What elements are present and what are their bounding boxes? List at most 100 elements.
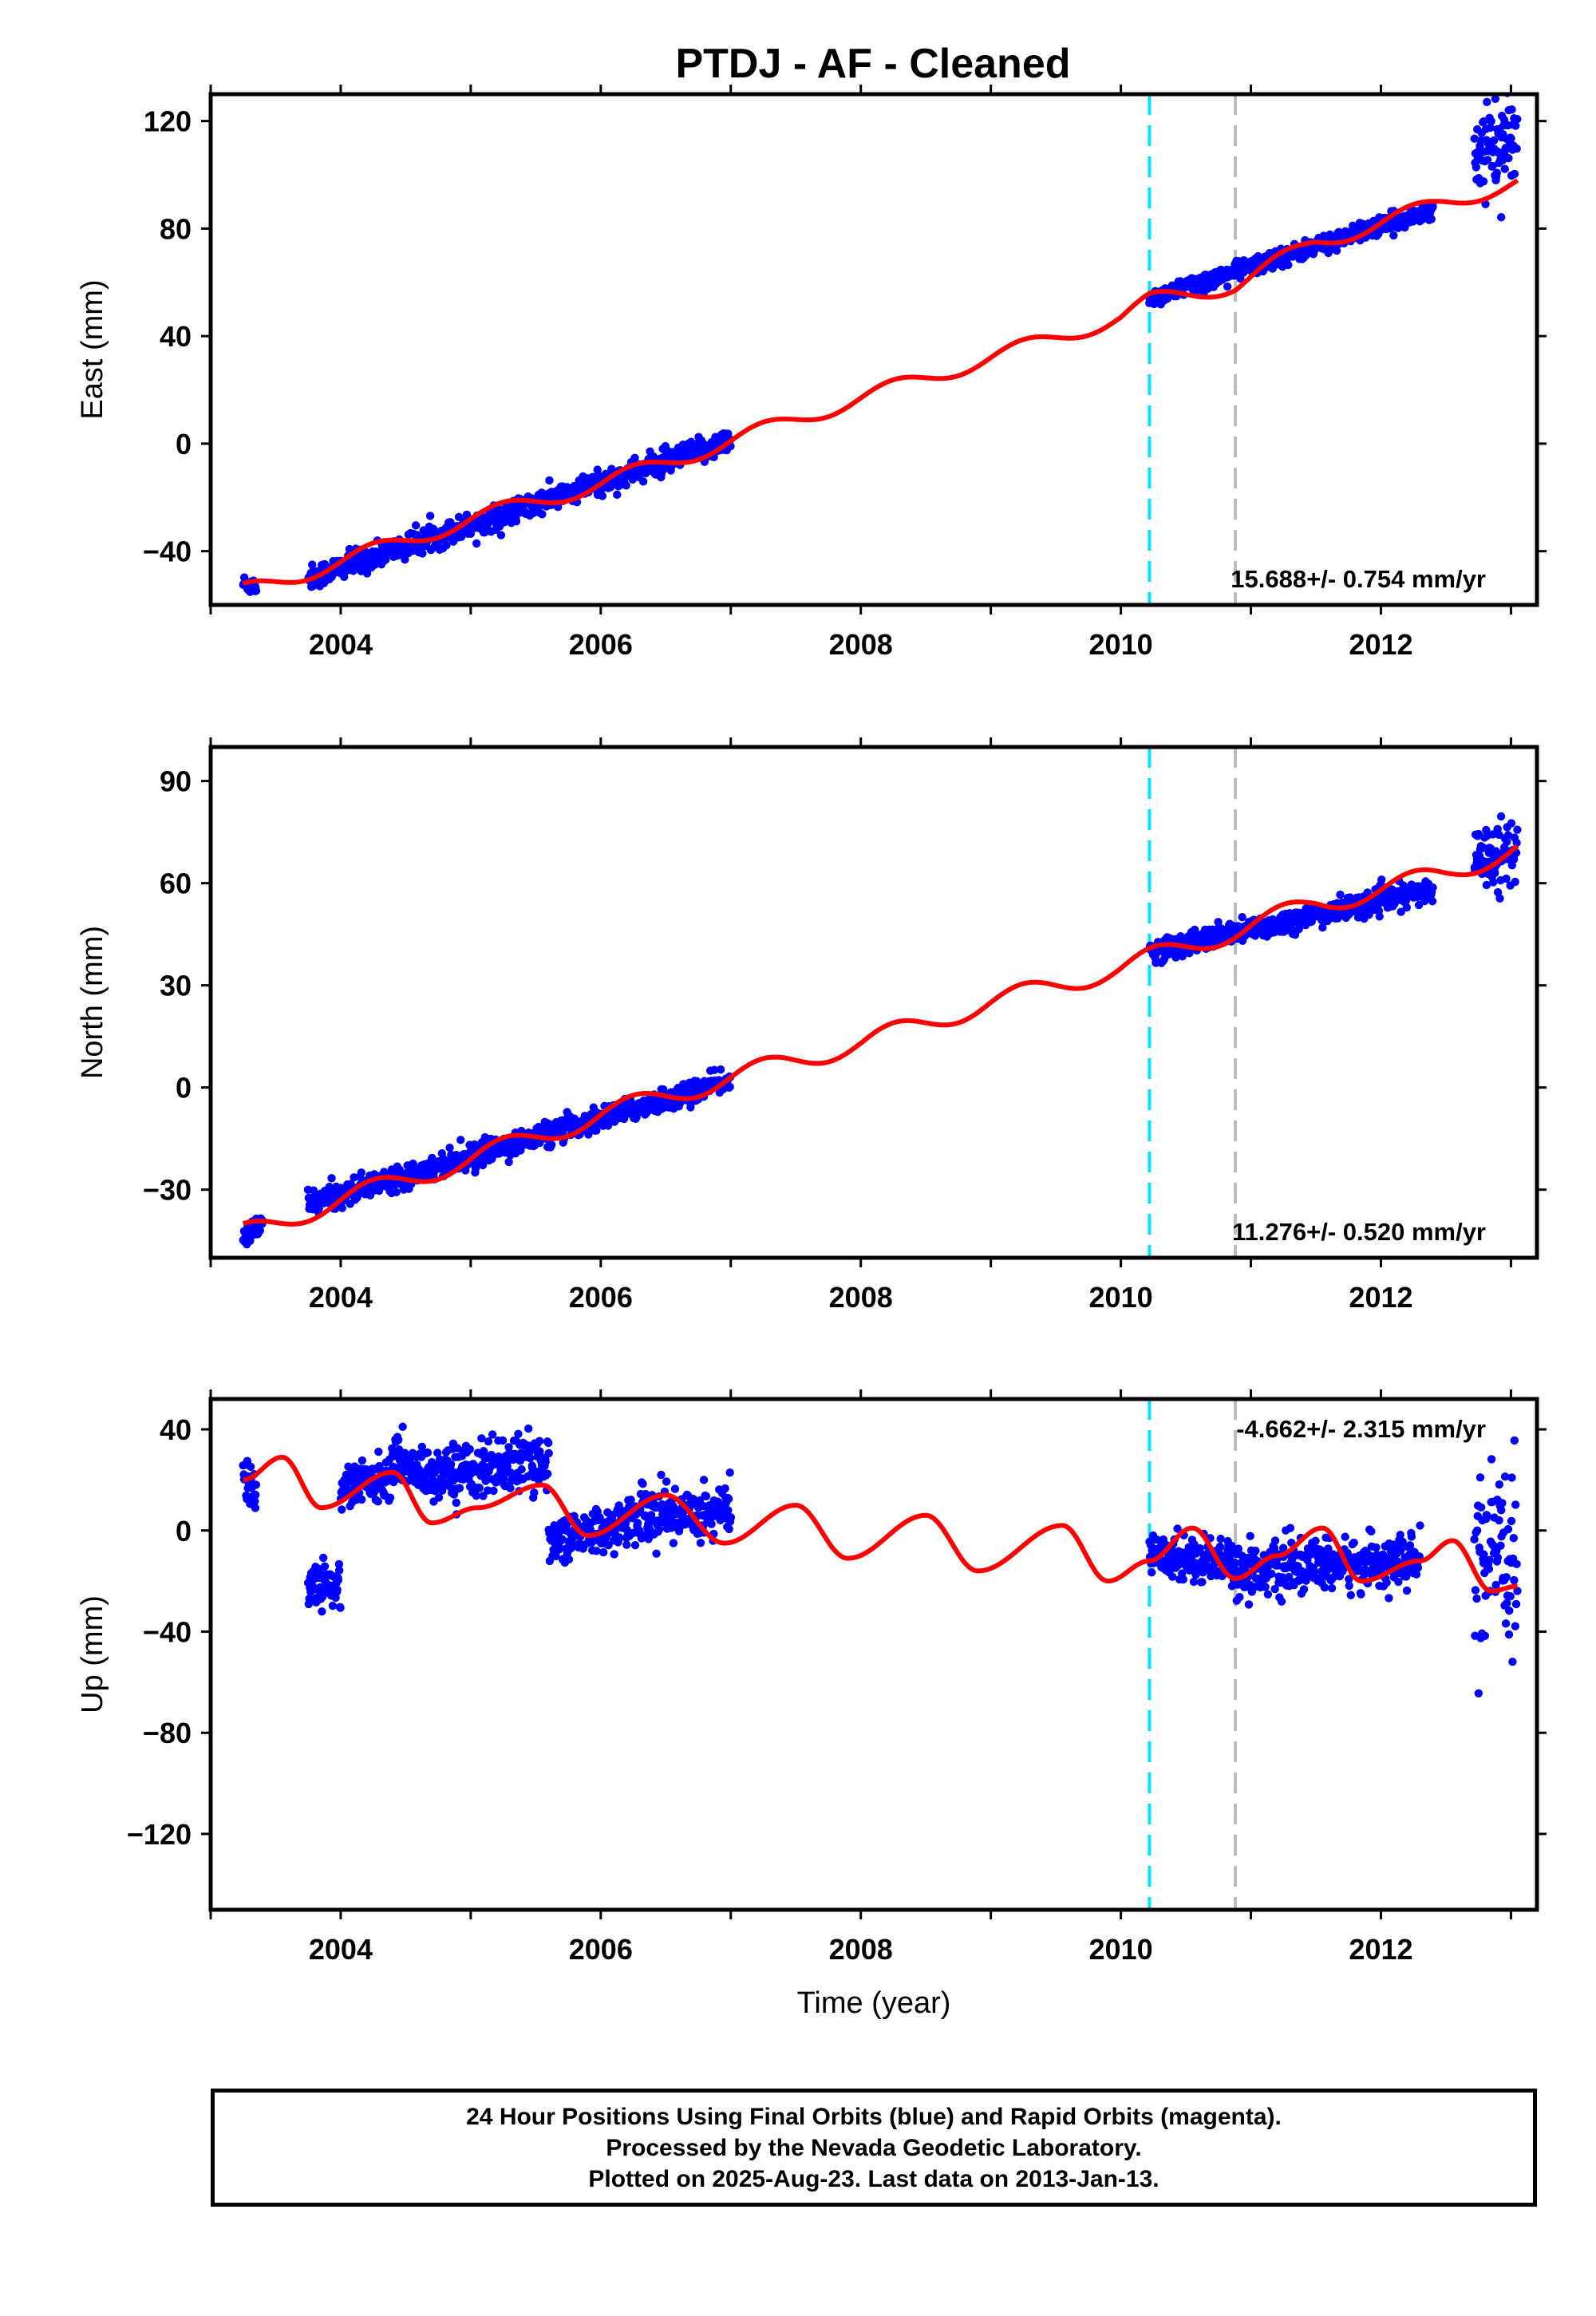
up-data-point: [535, 1437, 544, 1445]
y-tick-label: −30: [143, 1174, 192, 1207]
up-data-point: [535, 1447, 544, 1456]
east-data-point: [472, 539, 481, 548]
y-tick-label: 0: [176, 1515, 192, 1547]
up-data-point: [1345, 1575, 1353, 1583]
north-data-point: [1238, 913, 1246, 922]
up-data-point: [1346, 1591, 1356, 1599]
east-data-point: [381, 555, 390, 564]
up-data-point: [374, 1447, 383, 1456]
up-data-point: [726, 1513, 736, 1522]
up-data-point: [1503, 1524, 1513, 1534]
x-tick-label: 2010: [1089, 628, 1153, 661]
north-data-point: [309, 1186, 318, 1195]
east-data-point: [1492, 168, 1502, 177]
x-tick-label: 2004: [309, 1281, 373, 1314]
north-data-point: [357, 1168, 365, 1177]
up-data-point: [1493, 1553, 1503, 1562]
east-data-point: [442, 540, 451, 550]
up-data-point: [724, 1506, 733, 1515]
east-data-point: [1491, 94, 1500, 104]
up-data-point: [320, 1562, 330, 1571]
east-data-point: [1483, 97, 1491, 107]
north-data-point: [1396, 907, 1405, 916]
up-data-point: [1407, 1532, 1416, 1541]
up-data-point: [472, 1491, 481, 1500]
up-data-point: [417, 1442, 426, 1452]
up-data-point: [1394, 1577, 1403, 1587]
north-plot-area: [239, 747, 1522, 1258]
north-data-point: [1495, 894, 1504, 903]
up-data-point: [1470, 1535, 1479, 1544]
up-data-point: [655, 1524, 664, 1534]
up-data-point: [455, 1484, 464, 1492]
north-data-point: [327, 1174, 336, 1183]
up-data-point: [1480, 1631, 1490, 1640]
up-data-point: [626, 1495, 635, 1504]
east-data-point: [607, 464, 616, 473]
up-data-point: [1277, 1597, 1286, 1607]
east-data-point: [538, 510, 547, 519]
north-data-point: [584, 1130, 593, 1139]
x-tick-label: 2012: [1349, 1281, 1412, 1314]
up-data-point: [564, 1555, 574, 1564]
east-data-point: [1510, 169, 1519, 179]
up-data-point: [1496, 1541, 1505, 1550]
up-data-point: [1487, 1455, 1496, 1464]
up-data-point: [251, 1504, 260, 1512]
east-data-point: [630, 453, 639, 463]
footer-line-processor: Processed by the Nevada Geodetic Laborat…: [606, 2134, 1142, 2161]
up-data-point: [1476, 1473, 1485, 1482]
x-tick-label: 2008: [829, 628, 893, 661]
east-data-point: [1483, 156, 1492, 164]
north-data-point: [409, 1159, 417, 1168]
up-data-point: [358, 1456, 367, 1465]
up-data-point: [630, 1540, 640, 1550]
up-data-point: [1412, 1570, 1421, 1579]
up-data-point: [489, 1486, 498, 1496]
up-data-point: [1485, 1555, 1494, 1564]
x-tick-label: 2006: [569, 628, 633, 661]
east-data-point: [1513, 115, 1522, 124]
up-data-point: [724, 1494, 733, 1504]
up-data-point: [633, 1519, 642, 1528]
east-data-point: [1504, 154, 1513, 163]
up-data-point: [1505, 1607, 1514, 1615]
east-data-point: [1487, 117, 1495, 126]
north-data-point: [1507, 819, 1516, 828]
up-data-point: [506, 1484, 515, 1492]
up-data-point: [1284, 1572, 1294, 1582]
north-data-point: [1428, 883, 1437, 892]
up-data-point: [1261, 1583, 1270, 1591]
north-axis-label: North (mm): [76, 926, 109, 1079]
east-axis-label: East (mm): [76, 279, 109, 419]
up-data-point: [479, 1492, 488, 1500]
north-data-point: [1377, 875, 1386, 884]
north-data-point: [592, 1126, 601, 1135]
up-data-point: [1244, 1600, 1254, 1609]
up-data-point: [1510, 1436, 1519, 1445]
up-data-point: [1413, 1563, 1423, 1572]
up-data-point: [318, 1553, 328, 1563]
up-data-point: [1195, 1544, 1204, 1553]
up-data-point: [438, 1475, 447, 1484]
east-panel: −40 0 40 80 120 2004 2006 2008 2010 2012 East (mm)…: [76, 85, 1547, 661]
x-tick-label: 2012: [1349, 628, 1412, 661]
up-data-point: [1278, 1543, 1288, 1552]
up-data-point: [1396, 1530, 1404, 1539]
north-data-point: [716, 1065, 725, 1074]
up-data-point: [669, 1539, 678, 1547]
up-data-point: [1372, 1543, 1381, 1552]
up-data-point: [305, 1594, 314, 1603]
up-data-point: [1345, 1581, 1353, 1591]
processing-info-box: 24 Hour Positions Using Final Orbits (bl…: [211, 2089, 1537, 2207]
up-data-point: [385, 1493, 395, 1502]
up-data-point: [1198, 1578, 1207, 1587]
up-data-point: [1152, 1535, 1161, 1544]
up-data-point: [1173, 1524, 1182, 1533]
up-data-point: [658, 1500, 666, 1509]
east-model-fit-line: [242, 178, 1519, 586]
north-velocity-label: 11.276+/- 0.520 mm/yr: [1232, 1218, 1486, 1246]
up-data-point: [1320, 1583, 1329, 1592]
east-data-point: [593, 465, 602, 474]
up-frame: [208, 1397, 1539, 1912]
